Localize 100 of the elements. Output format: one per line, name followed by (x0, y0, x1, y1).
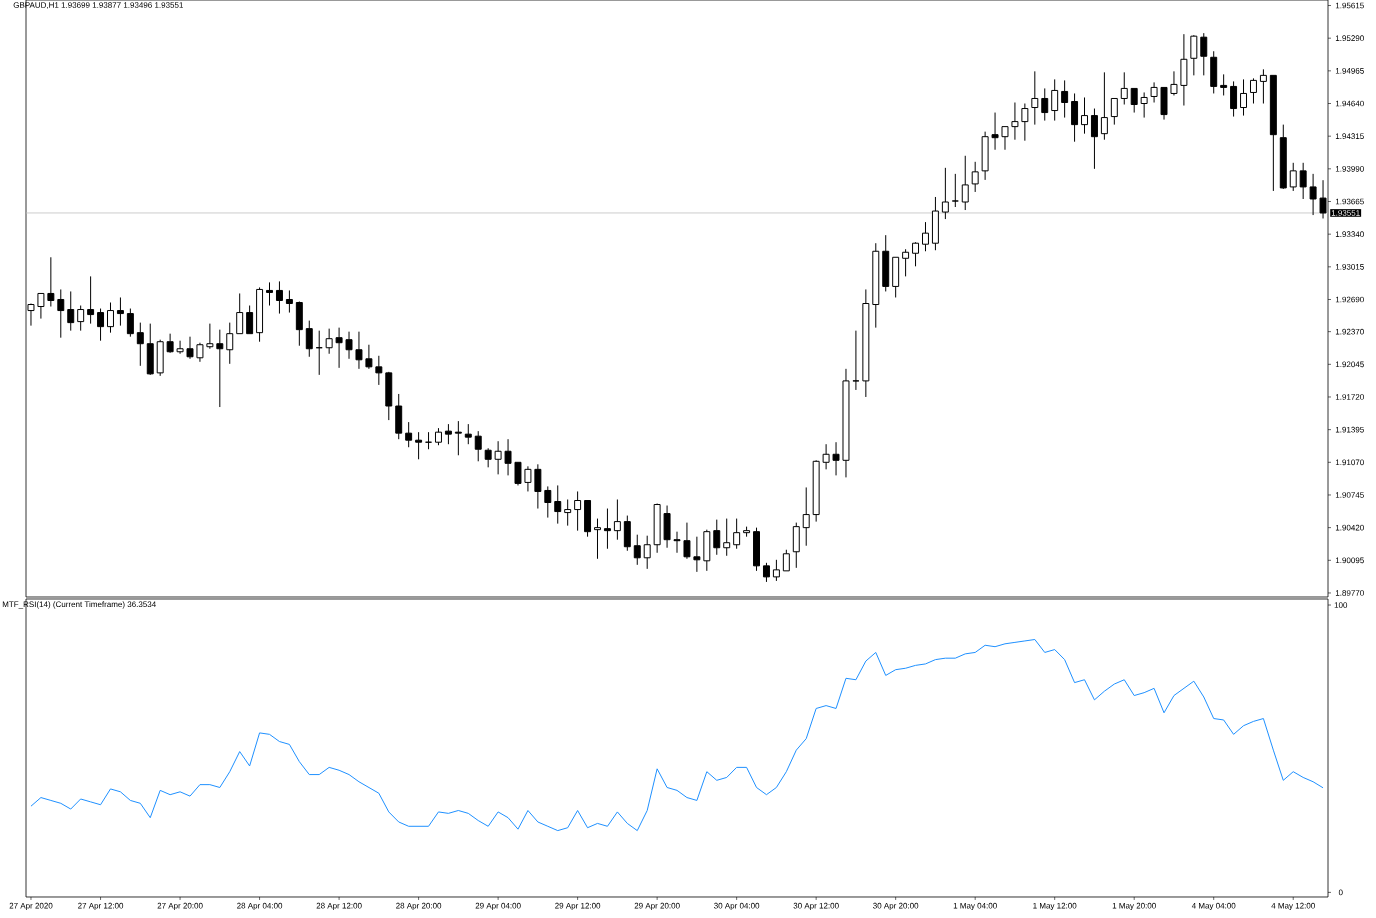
candlestick (991, 112, 999, 151)
candlestick (116, 296, 124, 327)
candlestick (504, 438, 512, 476)
candlestick (782, 549, 790, 572)
candlestick (1061, 79, 1069, 119)
candlestick (405, 421, 413, 448)
candlestick (603, 508, 611, 550)
candlestick (226, 322, 234, 365)
candlestick (37, 292, 45, 320)
candlestick (1200, 32, 1208, 76)
candlestick (1051, 78, 1059, 122)
candlestick (882, 234, 890, 292)
candlestick (285, 289, 293, 314)
candlestick (723, 518, 731, 557)
candlestick (474, 430, 482, 462)
candlestick (345, 331, 353, 360)
candlestick (802, 486, 810, 547)
chart-title: MTF_RSI(14) (Current Timeframe) 36.3534 (2, 601, 156, 609)
x-tick-label: 1 May 12:00 (1033, 902, 1077, 911)
candlestick (484, 447, 492, 468)
candlestick (544, 485, 552, 519)
candlestick (1100, 71, 1108, 141)
candlestick (912, 242, 920, 267)
candlestick (216, 329, 224, 408)
y-tick-label: 1.89770 (1335, 590, 1364, 596)
candlestick (1011, 102, 1019, 141)
candlestick (733, 518, 741, 550)
candlestick (643, 535, 651, 570)
candlestick (584, 500, 592, 538)
candlestick (107, 302, 114, 334)
candlestick (961, 155, 969, 211)
x-tick-label: 29 Apr 20:00 (634, 902, 680, 911)
candlestick (842, 368, 850, 478)
candlestick (275, 280, 283, 315)
candlestick (87, 275, 95, 325)
candlestick (554, 484, 562, 525)
candlestick (176, 340, 184, 355)
candlestick (325, 328, 333, 355)
candlestick (1130, 87, 1138, 114)
candlestick (713, 519, 721, 556)
candlestick (941, 167, 949, 220)
x-tick-label: 28 Apr 20:00 (396, 902, 442, 911)
candlestick (1240, 78, 1248, 117)
y-tick-label: 1.93015 (1335, 264, 1364, 270)
candlestick (683, 522, 691, 560)
candlestick (1120, 71, 1128, 106)
y-tick-label: 1.92370 (1335, 328, 1364, 335)
candlestick (1269, 74, 1277, 192)
candlestick (663, 505, 671, 549)
candlestick (981, 131, 989, 181)
candlestick (623, 515, 631, 552)
candlestick (872, 242, 880, 329)
candlestick (812, 460, 820, 523)
candlestick (1279, 124, 1287, 189)
candlestick (1180, 33, 1188, 107)
candlestick (355, 331, 363, 370)
candlestick (762, 562, 770, 583)
candlestick (146, 323, 154, 375)
chart-title: GBPAUD,H1 1.93699 1.93877 1.93496 1.93551 (13, 2, 183, 9)
x-tick-label: 4 May 04:00 (1191, 902, 1236, 911)
candlestick (1220, 73, 1228, 96)
candlestick (1249, 77, 1257, 105)
x-tick-label: 27 Apr 12:00 (78, 902, 124, 911)
candlestick (1259, 68, 1267, 105)
x-tick-label: 30 Apr 04:00 (714, 902, 760, 911)
candlestick (613, 499, 621, 541)
candlestick (564, 499, 572, 527)
x-tick-label: 1 May 04:00 (953, 902, 997, 911)
y-tick-label: 1.94315 (1335, 133, 1364, 140)
candlestick (305, 320, 313, 358)
candlestick (772, 559, 780, 582)
candlestick (1190, 35, 1198, 76)
candlestick (206, 323, 214, 350)
y-tick-label: 1.94965 (1335, 68, 1364, 74)
candlestick (1160, 86, 1168, 121)
candlestick (1170, 70, 1178, 96)
candlestick (534, 463, 542, 510)
candlestick (1001, 126, 1009, 151)
y-tick-label: 1.93990 (1335, 166, 1364, 172)
candlestick (1110, 97, 1118, 126)
candlestick (524, 465, 532, 492)
candlestick (1090, 108, 1098, 170)
candlestick (246, 305, 254, 335)
y-tick-label: 0 (1338, 889, 1343, 896)
candlestick (1309, 173, 1317, 216)
candlestick (822, 443, 830, 470)
ref-line-label: 1.93551 (1331, 210, 1360, 216)
candlestick (97, 308, 105, 342)
candlestick (1031, 70, 1039, 126)
candlestick (47, 256, 55, 308)
candlestick (444, 423, 452, 445)
candlestick (1299, 162, 1307, 200)
x-tick-label: 4 May 12:00 (1271, 902, 1315, 911)
candlestick (703, 529, 711, 572)
candlestick (335, 327, 343, 369)
candlestick (1150, 81, 1158, 103)
y-tick-label: 1.93665 (1335, 198, 1364, 205)
candlestick (673, 531, 681, 554)
y-tick-label: 1.90095 (1335, 557, 1364, 564)
candlestick (166, 333, 174, 353)
